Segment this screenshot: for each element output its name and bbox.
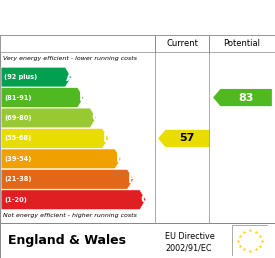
Polygon shape	[158, 130, 209, 147]
Text: D: D	[103, 132, 113, 145]
Bar	[209, 35, 275, 52]
Text: 57: 57	[180, 133, 195, 143]
Text: 83: 83	[238, 93, 254, 102]
Text: F: F	[128, 173, 136, 186]
Text: (21-38): (21-38)	[4, 176, 32, 182]
Text: EU Directive: EU Directive	[165, 232, 215, 241]
Polygon shape	[1, 108, 96, 128]
Bar	[0, 35, 155, 52]
Text: (1-20): (1-20)	[4, 197, 27, 203]
Polygon shape	[1, 128, 109, 148]
Text: G: G	[141, 193, 150, 206]
Polygon shape	[213, 89, 272, 106]
Polygon shape	[1, 67, 71, 87]
Text: (81-91): (81-91)	[4, 94, 32, 101]
Text: (92 plus): (92 plus)	[4, 74, 38, 80]
Text: Current: Current	[166, 39, 198, 48]
Text: (39-54): (39-54)	[4, 156, 32, 162]
Text: B: B	[79, 91, 87, 104]
Bar	[155, 35, 209, 52]
Polygon shape	[1, 149, 121, 169]
Polygon shape	[1, 190, 146, 209]
Text: Energy Efficiency Rating: Energy Efficiency Rating	[36, 10, 239, 25]
Text: Potential: Potential	[224, 39, 260, 48]
Text: E: E	[116, 152, 124, 165]
Polygon shape	[1, 170, 133, 189]
Polygon shape	[1, 88, 84, 107]
Text: (55-68): (55-68)	[4, 135, 32, 141]
Text: C: C	[91, 111, 100, 124]
Text: Very energy efficient - lower running costs: Very energy efficient - lower running co…	[3, 55, 137, 61]
Text: Not energy efficient - higher running costs: Not energy efficient - higher running co…	[3, 213, 137, 217]
Text: A: A	[66, 71, 75, 84]
Text: England & Wales: England & Wales	[8, 234, 126, 247]
Text: 2002/91/EC: 2002/91/EC	[165, 243, 211, 252]
Text: (69-80): (69-80)	[4, 115, 32, 121]
